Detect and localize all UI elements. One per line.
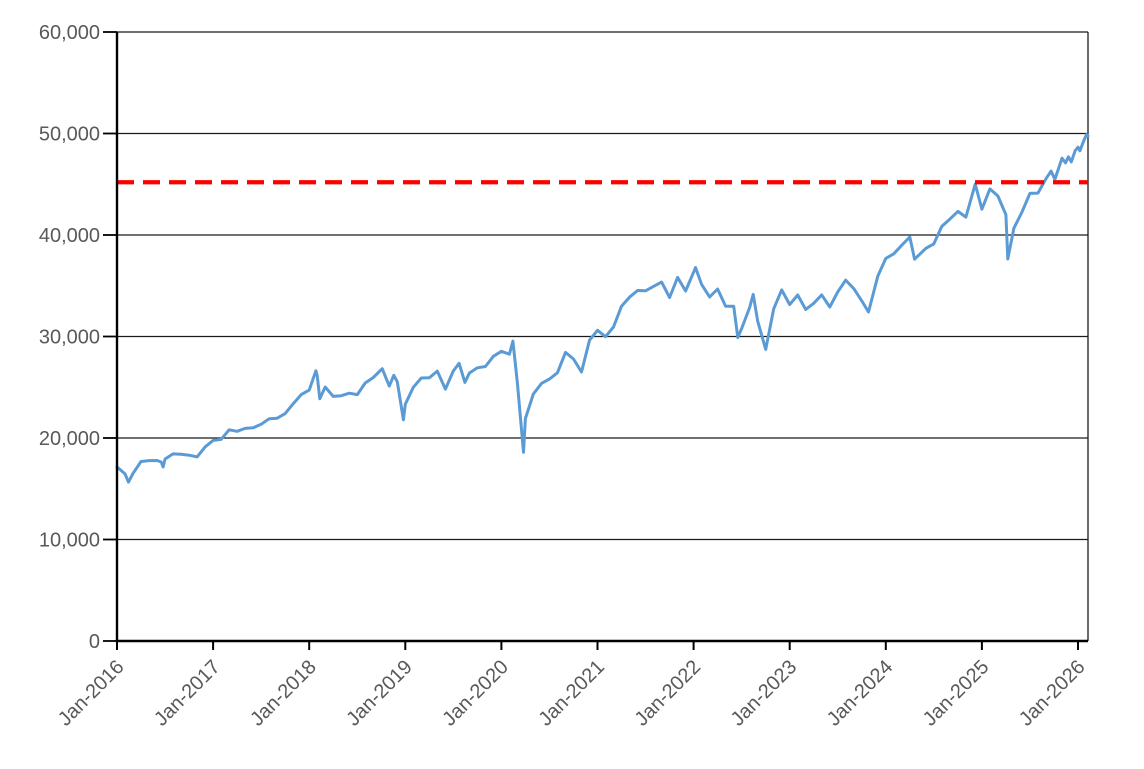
x-axis-label: Jan-2019	[342, 656, 417, 731]
x-axis-label: Jan-2021	[535, 656, 610, 731]
y-axis-label: 10,000	[39, 530, 100, 552]
y-axis-label: 0	[89, 631, 100, 653]
x-axis-label: Jan-2018	[246, 656, 321, 731]
x-axis-label: Jan-2017	[150, 656, 225, 731]
series-line	[115, 133, 1090, 484]
y-axis-label: 30,000	[39, 327, 100, 349]
y-axis-label: 20,000	[39, 428, 100, 450]
x-axis-label: Jan-2026	[1015, 656, 1090, 731]
y-axis-label: 50,000	[39, 124, 100, 146]
x-axis-label: Jan-2016	[54, 656, 129, 731]
x-axis-label: Jan-2024	[823, 656, 898, 731]
x-axis-label: Jan-2020	[438, 656, 513, 731]
x-axis-label: Jan-2023	[727, 656, 802, 731]
y-axis-label: 60,000	[39, 22, 100, 44]
x-axis-label: Jan-2022	[631, 656, 706, 731]
x-axis-label: Jan-2025	[919, 656, 994, 731]
y-axis-label: 40,000	[39, 225, 100, 247]
